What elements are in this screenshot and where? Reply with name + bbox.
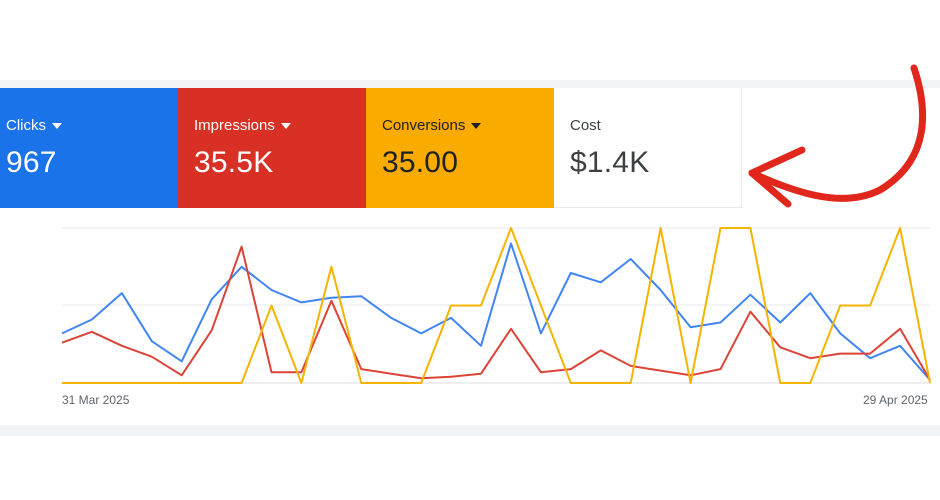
metric-label-row: Conversions (382, 116, 554, 134)
metric-label: Cost (570, 116, 601, 134)
series-line (62, 227, 931, 384)
metric-value: 35.5K (194, 146, 274, 179)
metric-label: Impressions (194, 116, 275, 134)
chart-series (61, 227, 931, 384)
metric-label-row: Clicks (6, 116, 178, 134)
x-axis-start-label: 31 Mar 2025 (62, 393, 130, 407)
metric-label: Clicks (6, 116, 46, 134)
curved-arrow-icon (748, 64, 927, 208)
dropdown-caret-icon[interactable] (280, 122, 291, 129)
metric-card-cost[interactable]: Cost $1.4K (554, 88, 742, 208)
metric-value: 35.00 (382, 146, 459, 179)
dropdown-caret-icon[interactable] (52, 122, 62, 129)
series-line (61, 245, 931, 381)
metric-card-clicks[interactable]: Clicks 967 (0, 88, 178, 208)
dropdown-caret-icon[interactable] (471, 122, 482, 129)
metric-value: $1.4K (570, 146, 650, 179)
series-line (61, 242, 931, 381)
metric-label: Conversions (382, 116, 466, 134)
metric-card-impressions[interactable]: Impressions 35.5K (178, 88, 366, 208)
metric-card-conversions[interactable]: Conversions 35.00 (366, 88, 554, 208)
performance-line-chart (61, 227, 931, 384)
metric-cards: Clicks 967 Impressions 35.5K Conversions… (0, 88, 742, 208)
metric-label-row: Impressions (194, 116, 366, 134)
metric-value: 967 (6, 146, 57, 179)
metric-label-row: Cost (570, 116, 741, 134)
x-axis-end-label: 29 Apr 2025 (863, 393, 928, 407)
